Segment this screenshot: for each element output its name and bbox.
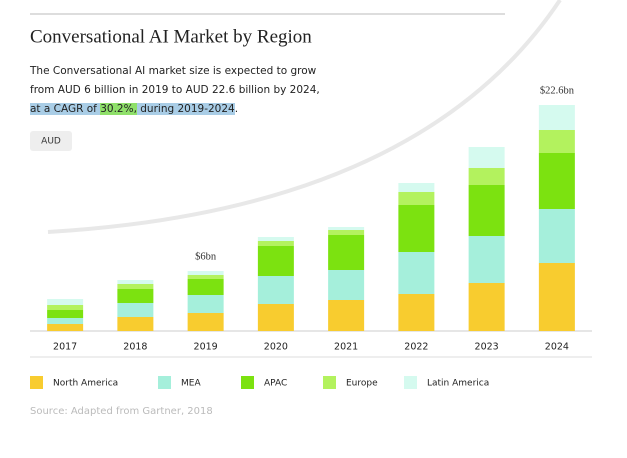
bar-segment xyxy=(257,304,294,331)
legend-swatch xyxy=(30,376,43,389)
bar-segment xyxy=(187,295,224,313)
bar-segment xyxy=(187,271,224,275)
subtitle-line: from AUD 6 billion in 2019 to AUD 22.6 b… xyxy=(30,84,320,96)
bar-segment xyxy=(538,153,575,209)
bar-segment xyxy=(328,235,365,270)
x-tick-label: 2017 xyxy=(53,342,77,353)
legend-swatch xyxy=(241,376,254,389)
source: Source: Adapted from Gartner, 2018 xyxy=(30,406,213,417)
bar-segment xyxy=(257,246,294,276)
bar-segment xyxy=(47,324,84,331)
bar-segment xyxy=(328,230,365,235)
bar-segment xyxy=(187,275,224,279)
x-tick-label: 2020 xyxy=(264,342,288,353)
bar-segment xyxy=(468,168,505,185)
bar-segment xyxy=(468,147,505,168)
currency-button[interactable] xyxy=(30,131,72,151)
bar-segment xyxy=(47,305,84,310)
bar-segment xyxy=(468,185,505,236)
legend-label: APAC xyxy=(264,379,287,389)
bar-segment xyxy=(398,205,435,252)
bar-segment xyxy=(398,192,435,205)
bar-segment xyxy=(117,317,154,331)
bar-segment xyxy=(538,209,575,263)
subtitle-part: 30.2%, xyxy=(100,103,137,115)
legend-label: Latin America xyxy=(427,379,489,389)
total-label: $22.6bn xyxy=(540,85,575,96)
bar-segment xyxy=(257,241,294,246)
bar-segment xyxy=(117,280,154,284)
chart-title: Conversational AI Market by Region xyxy=(30,26,312,47)
legend-swatch xyxy=(158,376,171,389)
bar-segment xyxy=(468,283,505,331)
legend-label: MEA xyxy=(181,379,201,389)
bar-segment xyxy=(47,310,84,318)
bar-segment xyxy=(117,303,154,317)
subtitle: The Conversational AI market size is exp… xyxy=(30,62,320,119)
x-tick-label: 2022 xyxy=(404,342,428,353)
bar-segment xyxy=(47,318,84,324)
subtitle-part: during 2019-2024 xyxy=(136,103,235,115)
legend-label: Europe xyxy=(346,379,378,389)
bar-segment xyxy=(328,270,365,300)
x-tick-label: 2019 xyxy=(194,342,218,353)
x-tick-label: 2021 xyxy=(334,342,358,353)
bar-segment xyxy=(117,289,154,303)
bar-segment xyxy=(187,313,224,331)
legend-swatch xyxy=(323,376,336,389)
bar-segment xyxy=(328,300,365,331)
legend-swatch xyxy=(404,376,417,389)
bar-segment xyxy=(187,279,224,295)
bar-segment xyxy=(538,105,575,130)
subtitle-part: at a CAGR of xyxy=(30,103,101,115)
legend-label: North America xyxy=(53,379,118,389)
bar-segment xyxy=(398,183,435,192)
subtitle-line: at a CAGR of 30.2%, during 2019-2024. xyxy=(30,100,320,119)
subtitle-part: . xyxy=(234,103,239,115)
currency-button-label[interactable]: AUD xyxy=(41,137,61,147)
bar-segment xyxy=(47,299,84,305)
subtitle-line: The Conversational AI market size is exp… xyxy=(30,65,317,77)
bar-segment xyxy=(468,236,505,283)
bar-segment xyxy=(398,294,435,331)
decor-arc xyxy=(47,0,562,234)
x-tick-label: 2024 xyxy=(545,342,569,353)
bar-segment xyxy=(328,227,365,230)
total-label: $6bn xyxy=(195,251,217,262)
bar-segment xyxy=(398,252,435,294)
bar-segment xyxy=(538,263,575,331)
bar-segment xyxy=(538,130,575,153)
bar-segment xyxy=(117,284,154,289)
bar-segment xyxy=(257,276,294,304)
bar-segment xyxy=(257,237,294,241)
x-tick-label: 2023 xyxy=(475,342,499,353)
x-tick-label: 2018 xyxy=(123,342,147,353)
